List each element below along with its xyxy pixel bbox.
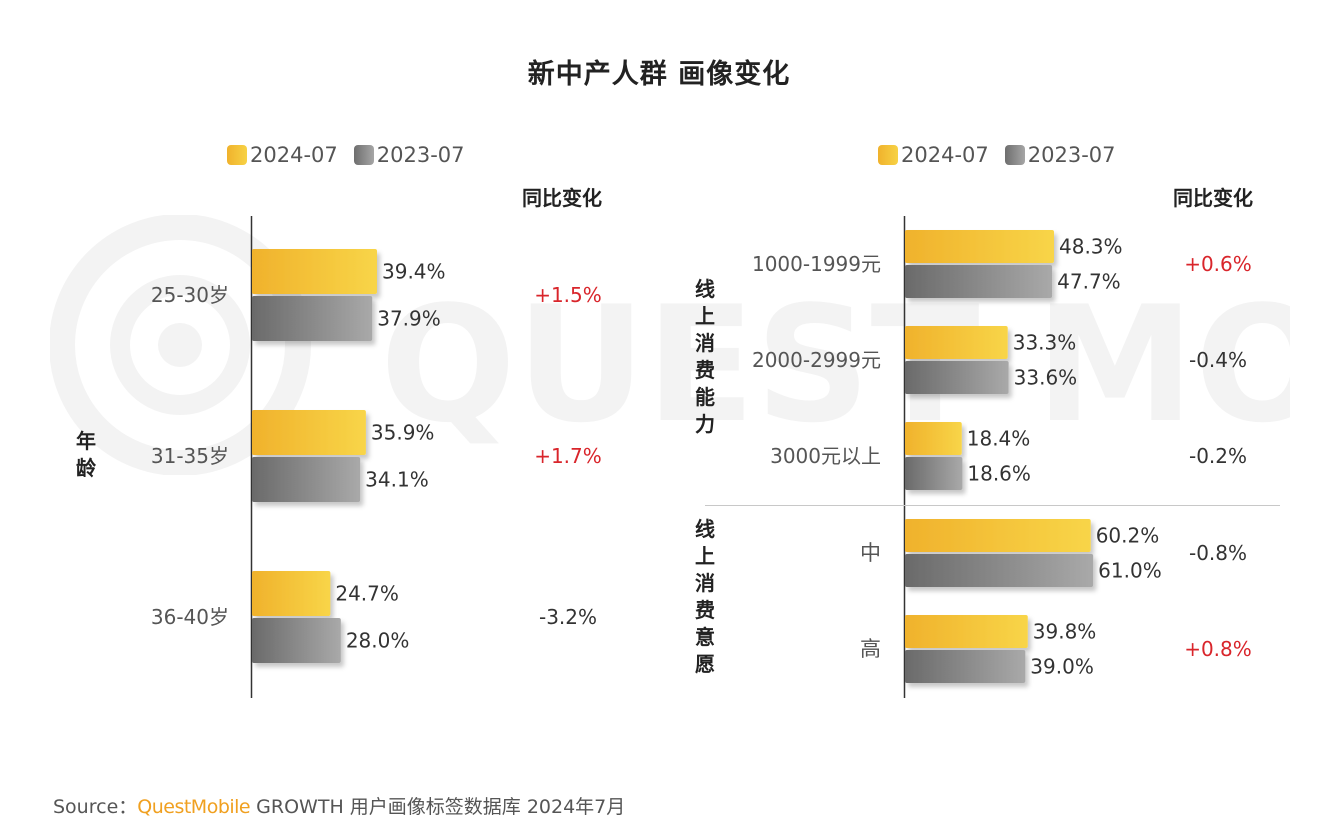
group-label-spending-power: 线上消费能力 (695, 277, 715, 436)
bar-2023 (252, 618, 341, 663)
bar-2024 (252, 249, 377, 294)
legend-left: 2024-07 2023-07 (227, 143, 481, 167)
data-label-2023: 37.9% (377, 307, 441, 331)
bar-2024 (905, 230, 1054, 263)
data-label-2023: 18.6% (967, 462, 1031, 486)
yoy-change-value: -0.2% (1189, 444, 1247, 468)
bar-2023 (905, 361, 1009, 394)
bar-2024 (252, 410, 366, 455)
legend-item-2024: 2024-07 (878, 143, 989, 167)
data-label-2024: 48.3% (1059, 235, 1123, 259)
bar-2024 (905, 615, 1028, 648)
category-label: 2000-2999元 (752, 348, 881, 372)
change-header-left: 同比变化 (522, 186, 602, 210)
source-note: Source：QuestMobile GROWTH 用户画像标签数据库 2024… (53, 792, 625, 819)
data-label-2023: 34.1% (365, 468, 429, 492)
yoy-change-value: +0.8% (1184, 637, 1252, 661)
data-label-2023: 61.0% (1098, 559, 1162, 583)
group-label-spending-willingness: 线上消费意愿 (695, 517, 715, 676)
source-prefix: Source： (53, 796, 138, 818)
legend-item-2023: 2023-07 (353, 143, 465, 167)
legend-swatch-2023 (353, 145, 374, 165)
yoy-change-value: -0.4% (1189, 348, 1247, 372)
data-label-2024: 35.9% (371, 421, 435, 445)
data-label-2024: 33.3% (1013, 331, 1077, 355)
legend-label-2024: 2024-07 (901, 143, 989, 167)
bar-2023 (905, 457, 963, 490)
yoy-change-value: +1.7% (534, 444, 602, 468)
legend-swatch-2023 (1004, 145, 1025, 165)
category-label: 3000元以上 (770, 444, 881, 468)
yoy-change-value: -0.8% (1189, 541, 1247, 565)
data-label-2024: 60.2% (1096, 524, 1160, 548)
bar-2024 (905, 519, 1091, 552)
bar-2024 (252, 571, 331, 616)
category-label: 36-40岁 (151, 605, 229, 629)
legend-label-2024: 2024-07 (250, 143, 338, 167)
data-label-2023: 47.7% (1057, 270, 1121, 294)
data-label-2023: 28.0% (346, 629, 410, 653)
data-label-2024: 24.7% (335, 582, 399, 606)
category-label: 31-35岁 (151, 444, 229, 468)
category-label: 25-30岁 (151, 283, 229, 307)
bar-2024 (905, 326, 1008, 359)
category-label: 中 (860, 541, 881, 565)
yoy-change-value: +0.6% (1184, 252, 1252, 276)
category-label: 高 (860, 637, 881, 661)
bar-2023 (905, 554, 1094, 587)
legend-label-2023: 2023-07 (1027, 143, 1116, 167)
bar-2023 (252, 296, 373, 341)
legend-item-2024: 2024-07 (227, 143, 338, 167)
bar-2023 (905, 265, 1053, 298)
data-label-2024: 39.4% (382, 260, 446, 284)
legend-item-2023: 2023-07 (1004, 143, 1116, 167)
group-label-age: 年龄 (76, 429, 96, 480)
data-label-2024: 39.8% (1033, 620, 1097, 644)
data-label-2023: 33.6% (1014, 366, 1078, 390)
page-title: 新中产人群 画像变化 (527, 59, 791, 90)
source-suffix: GROWTH 用户画像标签数据库 2024年7月 (250, 796, 626, 818)
bar-2023 (252, 457, 361, 502)
source-brand: QuestMobile (137, 796, 251, 818)
data-label-2024: 18.4% (967, 427, 1031, 451)
bar-2023 (905, 650, 1026, 683)
yoy-change-value: -3.2% (539, 605, 597, 629)
bar-2024 (905, 422, 962, 455)
legend-swatch-2024 (878, 145, 898, 165)
category-label: 1000-1999元 (752, 252, 881, 276)
legend-label-2023: 2023-07 (376, 143, 465, 167)
legend-right: 2024-07 2023-07 (878, 143, 1132, 167)
legend-swatch-2024 (227, 145, 247, 165)
data-label-2023: 39.0% (1030, 655, 1094, 679)
change-header-right: 同比变化 (1173, 186, 1253, 210)
yoy-change-value: +1.5% (534, 283, 602, 307)
